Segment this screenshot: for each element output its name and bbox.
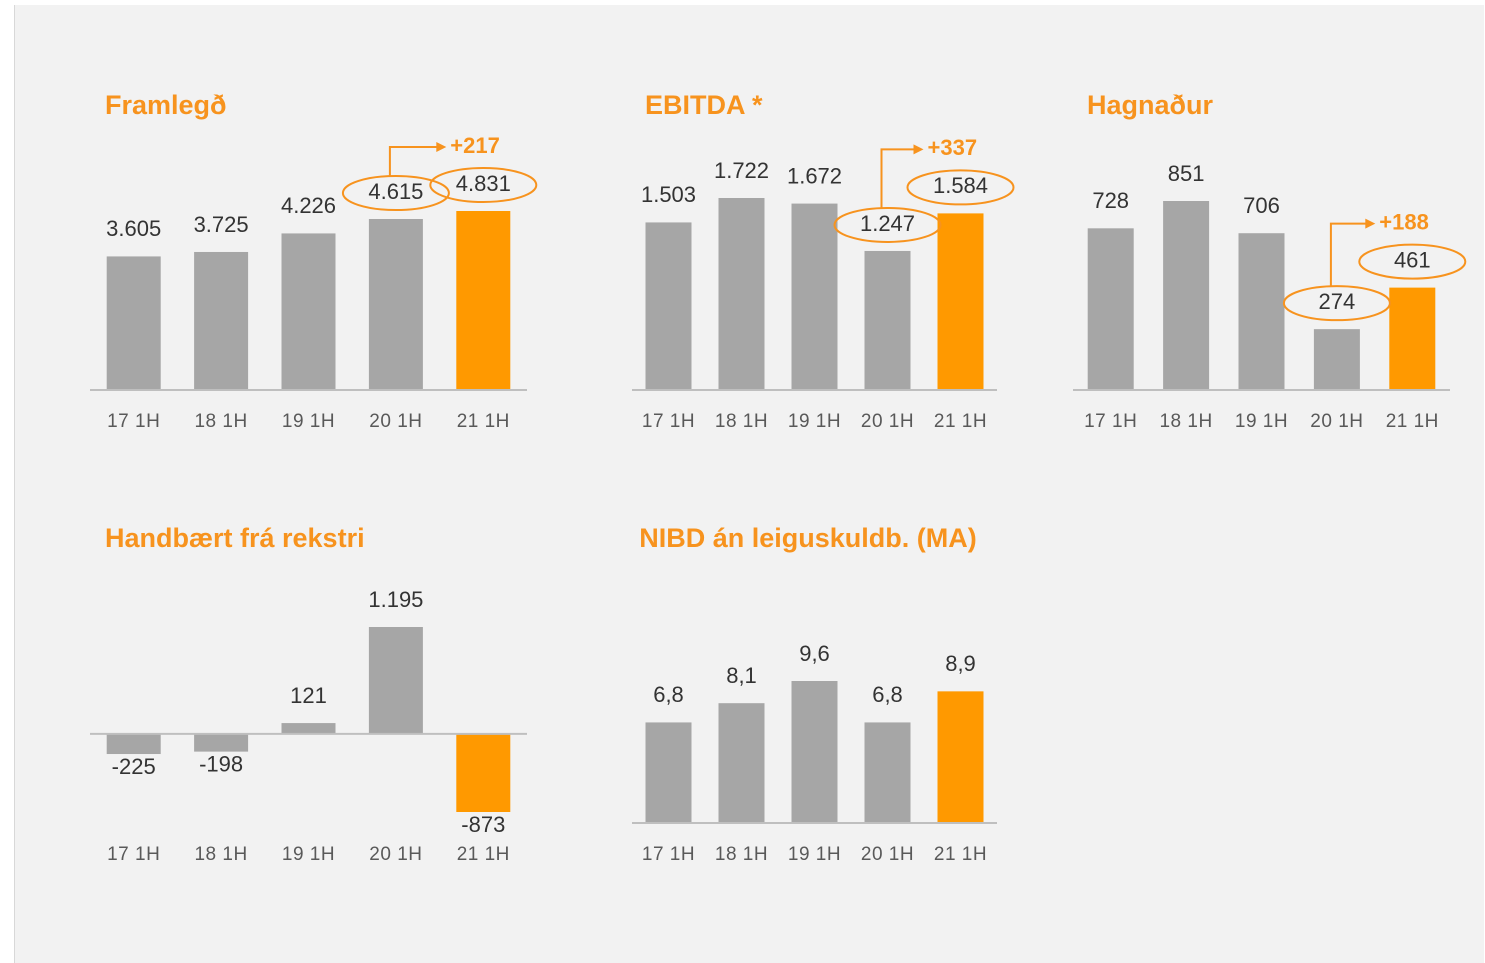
bar [718,198,765,390]
annotation-arrow [388,146,439,177]
bar [194,733,249,752]
bar [1238,233,1285,390]
bar [937,691,984,823]
bar [937,213,984,390]
x-tick-label: 18 1H [194,411,247,432]
x-tick-label: 20 1H [861,411,914,432]
bar [106,256,161,390]
x-tick-label: 21 1H [934,844,987,865]
annotation-arrow [880,148,916,208]
highlight-ellipse [833,206,942,243]
x-tick-label: 19 1H [788,844,841,865]
annotation: +217 [450,133,500,158]
value-label: -873 [461,812,505,837]
chart-title: NIBD án leiguskuldb. (MA) [639,523,977,553]
bar [456,211,511,390]
bar [194,251,249,390]
highlight-ellipse [906,169,1015,206]
value-label: 1.722 [714,158,769,183]
x-tick-label: 17 1H [107,844,160,865]
bar [791,681,838,823]
highlight-ellipse [429,167,538,203]
x-tick-label: 21 1H [934,411,987,432]
chart-title: EBITDA * [645,90,763,120]
value-label: 461 [1394,247,1431,272]
value-label: 3.725 [194,212,249,237]
x-tick-label: 20 1H [1310,411,1363,432]
x-tick-label: 21 1H [457,844,510,865]
value-label: 4.226 [281,193,336,218]
bar [1389,287,1436,390]
value-label: 1.672 [787,163,842,188]
x-tick-label: 20 1H [369,844,422,865]
value-label: 4.831 [456,171,511,196]
value-label: -198 [199,751,243,776]
bar [645,222,692,390]
x-tick-label: 20 1H [369,411,422,432]
bar [1087,228,1134,390]
chart-title: Handbært frá rekstri [105,523,365,553]
x-tick-label: 18 1H [1159,411,1212,432]
value-label: 1.503 [641,182,696,207]
x-tick-label: 18 1H [715,411,768,432]
value-label: 6,8 [872,682,903,707]
value-label: 1.195 [368,587,423,612]
x-tick-label: 18 1H [715,844,768,865]
bar [864,722,911,823]
bar [791,203,838,390]
value-label: 8,9 [945,651,976,676]
bar [1313,329,1360,390]
x-tick-label: 18 1H [194,844,247,865]
value-label: 121 [290,683,327,708]
value-label: 706 [1243,193,1280,218]
annotation-arrow [1329,222,1368,287]
value-label: 8,1 [726,663,757,688]
chart-title: Hagnaður [1087,90,1214,120]
x-tick-label: 19 1H [1235,411,1288,432]
x-tick-label: 17 1H [1084,411,1137,432]
value-label: 9,6 [799,641,830,666]
bar [368,219,423,390]
chart-title: Framlegð [105,90,227,120]
x-tick-label: 20 1H [861,844,914,865]
x-tick-label: 19 1H [282,844,335,865]
highlight-ellipse [341,175,450,212]
bar [281,723,336,734]
x-tick-label: 21 1H [457,411,510,432]
annotation: +337 [928,135,978,160]
x-tick-label: 21 1H [1386,411,1439,432]
highlight-ellipse [1358,243,1467,280]
value-label: 274 [1319,289,1356,314]
bar [368,627,423,734]
bar [456,733,511,812]
bar [281,233,336,390]
x-tick-label: 17 1H [107,411,160,432]
bar [106,733,161,755]
value-label: 1.584 [933,173,988,198]
bar [1163,201,1210,390]
x-tick-label: 17 1H [642,411,695,432]
bar [645,722,692,823]
bar [718,703,765,823]
bar [864,250,911,390]
x-tick-label: 17 1H [642,844,695,865]
x-tick-label: 19 1H [282,411,335,432]
arrow-head [436,142,447,152]
annotation: +188 [1379,209,1429,234]
highlight-ellipse [1282,285,1391,322]
x-tick-label: 19 1H [788,411,841,432]
arrow-head [913,144,924,155]
value-label: 4.615 [368,179,423,204]
value-label: 6,8 [653,682,684,707]
arrow-head [1365,218,1376,229]
value-label: 728 [1092,188,1129,213]
value-label: 851 [1168,161,1205,186]
value-label: -225 [112,754,156,779]
value-label: 1.247 [860,211,915,236]
value-label: 3.605 [106,216,161,241]
